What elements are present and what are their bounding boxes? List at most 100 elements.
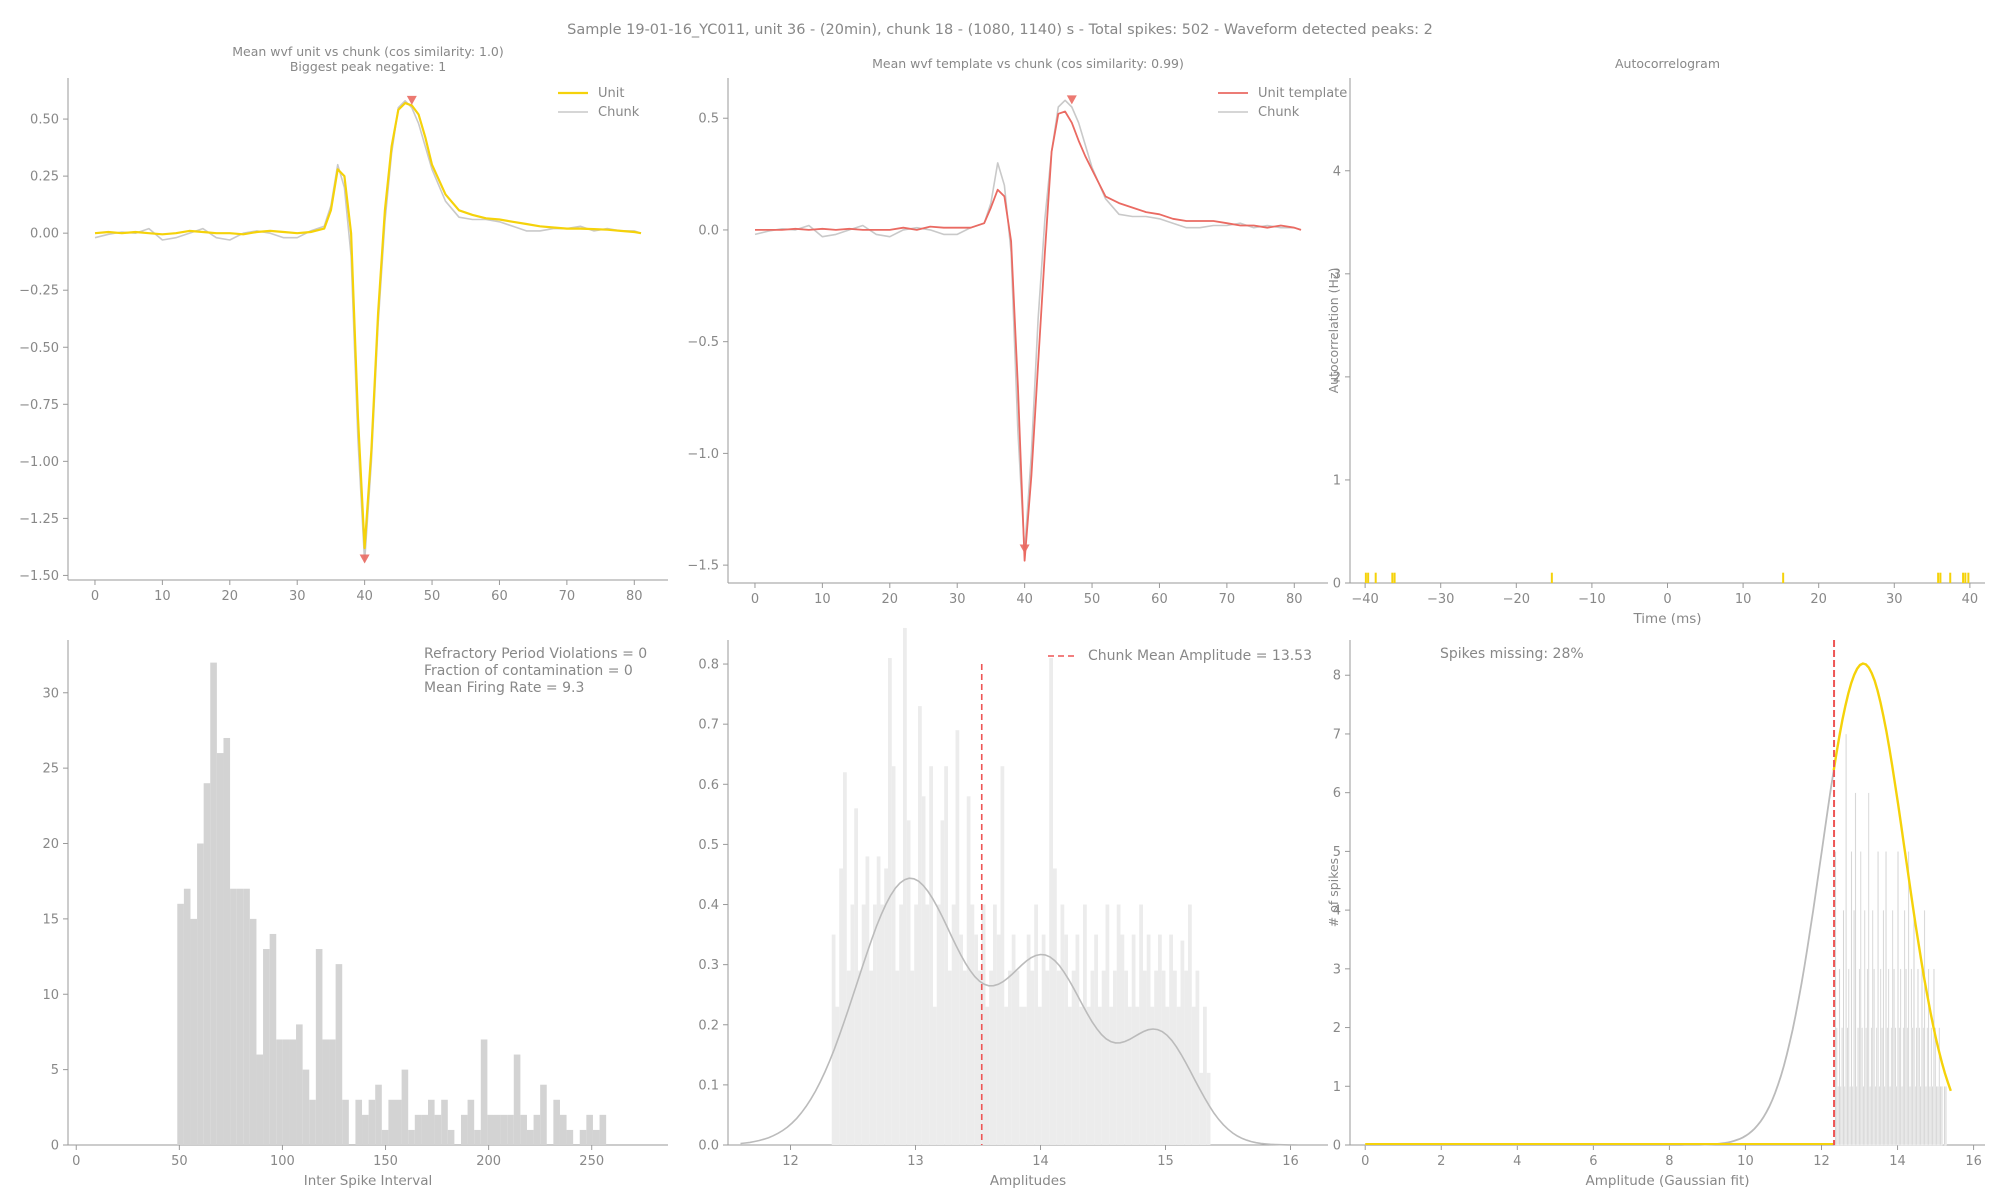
acg-bar (1937, 572, 1940, 583)
y-tick-label: 0.0 (698, 1139, 719, 1154)
hist-bar (1053, 868, 1057, 1145)
y-tick-label: 8 (1333, 669, 1341, 684)
hist-bar (1203, 1006, 1207, 1145)
legend-label: Chunk (598, 105, 640, 120)
hist-bar (1859, 851, 1862, 1146)
legend-label: Unit template (1258, 86, 1347, 101)
hist-bar (197, 843, 204, 1145)
x-tick-label: 60 (491, 589, 508, 604)
hist-bar (1206, 1072, 1211, 1145)
hist-bar (467, 1099, 475, 1145)
hist-bar (951, 904, 956, 1145)
hist-bar (1064, 934, 1068, 1145)
hist-bar (884, 868, 888, 1145)
y-tick-label: 0.3 (698, 958, 719, 973)
legend-label: Unit (598, 86, 624, 101)
y-tick-label: 2 (1333, 1021, 1341, 1036)
hist-bar (216, 753, 224, 1145)
hist-bar (940, 820, 945, 1145)
hist-bar (1845, 733, 1847, 1146)
hist-bar (414, 1114, 422, 1145)
hist-bar (447, 1129, 455, 1145)
x-tick-label: 10 (154, 589, 171, 604)
hist-bar (1899, 968, 1902, 1146)
hist-bar (296, 1024, 303, 1145)
x-tick-label: 30 (1886, 592, 1903, 607)
hist-bar (1146, 934, 1151, 1145)
hist-bar (533, 1114, 541, 1145)
gaussian-fit-above-cutoff (1832, 662, 1952, 1092)
y-tick-label: 3 (1333, 962, 1341, 977)
acg-bar (1550, 572, 1553, 583)
hist-bar (1873, 968, 1875, 1146)
x-tick-label: 200 (476, 1154, 501, 1169)
hist-bar (1135, 1006, 1140, 1145)
hist-bar (368, 1099, 376, 1145)
peak-marker (359, 554, 370, 564)
subplot-title: Mean wvf unit vs chunk (cos similarity: … (232, 44, 504, 59)
x-tick-label: 15 (1157, 1154, 1174, 1169)
hist-bar (1195, 970, 1200, 1145)
hist-bar (474, 1129, 481, 1145)
hist-bar (1887, 968, 1890, 1146)
hist-bar (579, 1129, 587, 1145)
x-axis-label: Time (ms) (1632, 611, 1701, 627)
hist-bar (873, 904, 877, 1145)
x-tick-label: 80 (1286, 592, 1303, 607)
hist-bar (1188, 904, 1192, 1145)
x-tick-label: 40 (1016, 592, 1033, 607)
hist-bar (1161, 970, 1166, 1145)
hist-bar (1083, 904, 1087, 1145)
hist-bar (921, 796, 926, 1145)
y-tick-label: 1 (1333, 1080, 1341, 1095)
subplot-p4: 0 50 100 150 200 250 0 5 10 15 20 25 30 Inter Spike I… (42, 640, 668, 1189)
hist-bar (1049, 658, 1053, 1145)
x-tick-label: −30 (1427, 592, 1454, 607)
hist-bar (1867, 792, 1870, 1146)
y-tick-label: 6 (1333, 786, 1341, 801)
y-tick-label: 7 (1333, 727, 1341, 742)
subplot-p3: Autocorrelogram −40 −30 −20 −10 0 10 20 30 40 0 1 2 3… (1326, 56, 1985, 627)
hist-bar (910, 970, 915, 1145)
hist-bar (1011, 934, 1016, 1145)
hist-bar (269, 933, 277, 1145)
y-tick-label: 0.6 (698, 778, 719, 793)
hist-bar (1008, 970, 1012, 1145)
hist-bar (831, 934, 836, 1145)
acg-bar (1939, 572, 1942, 583)
hist-bar (1885, 851, 1887, 1146)
hist-bar (276, 1039, 283, 1145)
hist-bar (929, 766, 933, 1145)
x-tick-label: 10 (1737, 1154, 1754, 1169)
hist-bar (1000, 766, 1005, 1145)
hist-bar (846, 970, 851, 1145)
hist-bar (1158, 934, 1162, 1145)
hist-bar (858, 970, 862, 1145)
x-tick-label: 13 (907, 1154, 924, 1169)
hist-bar (421, 1114, 428, 1145)
x-tick-label: 10 (814, 592, 831, 607)
hist-bar (861, 904, 866, 1145)
y-tick-label: 0.00 (30, 227, 59, 242)
hist-bar (1850, 851, 1853, 1146)
legend-label: Chunk Mean Amplitude = 13.53 (1088, 648, 1312, 664)
hist-bar (1041, 934, 1046, 1145)
hist-bar (434, 1114, 442, 1145)
x-axis-label: Amplitude (Gaussian fit) (1585, 1173, 1749, 1189)
subplot-title: Mean wvf template vs chunk (cos similari… (872, 56, 1184, 71)
y-tick-label: 4 (1333, 904, 1341, 919)
hist-bar (970, 904, 975, 1145)
y-axis-label: Autocorrelation (Hz) (1326, 268, 1341, 394)
hist-bar (1090, 970, 1095, 1145)
y-tick-label: 0 (1333, 1139, 1341, 1154)
hist-bar (553, 1099, 560, 1145)
x-tick-label: 8 (1665, 1154, 1673, 1169)
hist-bar (507, 1114, 514, 1145)
hist-bar (428, 1099, 435, 1145)
hist-bar (1834, 851, 1837, 1146)
hist-bar (1098, 1006, 1102, 1145)
x-tick-label: 4 (1513, 1154, 1521, 1169)
x-tick-label: 20 (222, 589, 239, 604)
hist-bar (230, 888, 237, 1145)
hist-bar (302, 1069, 310, 1145)
